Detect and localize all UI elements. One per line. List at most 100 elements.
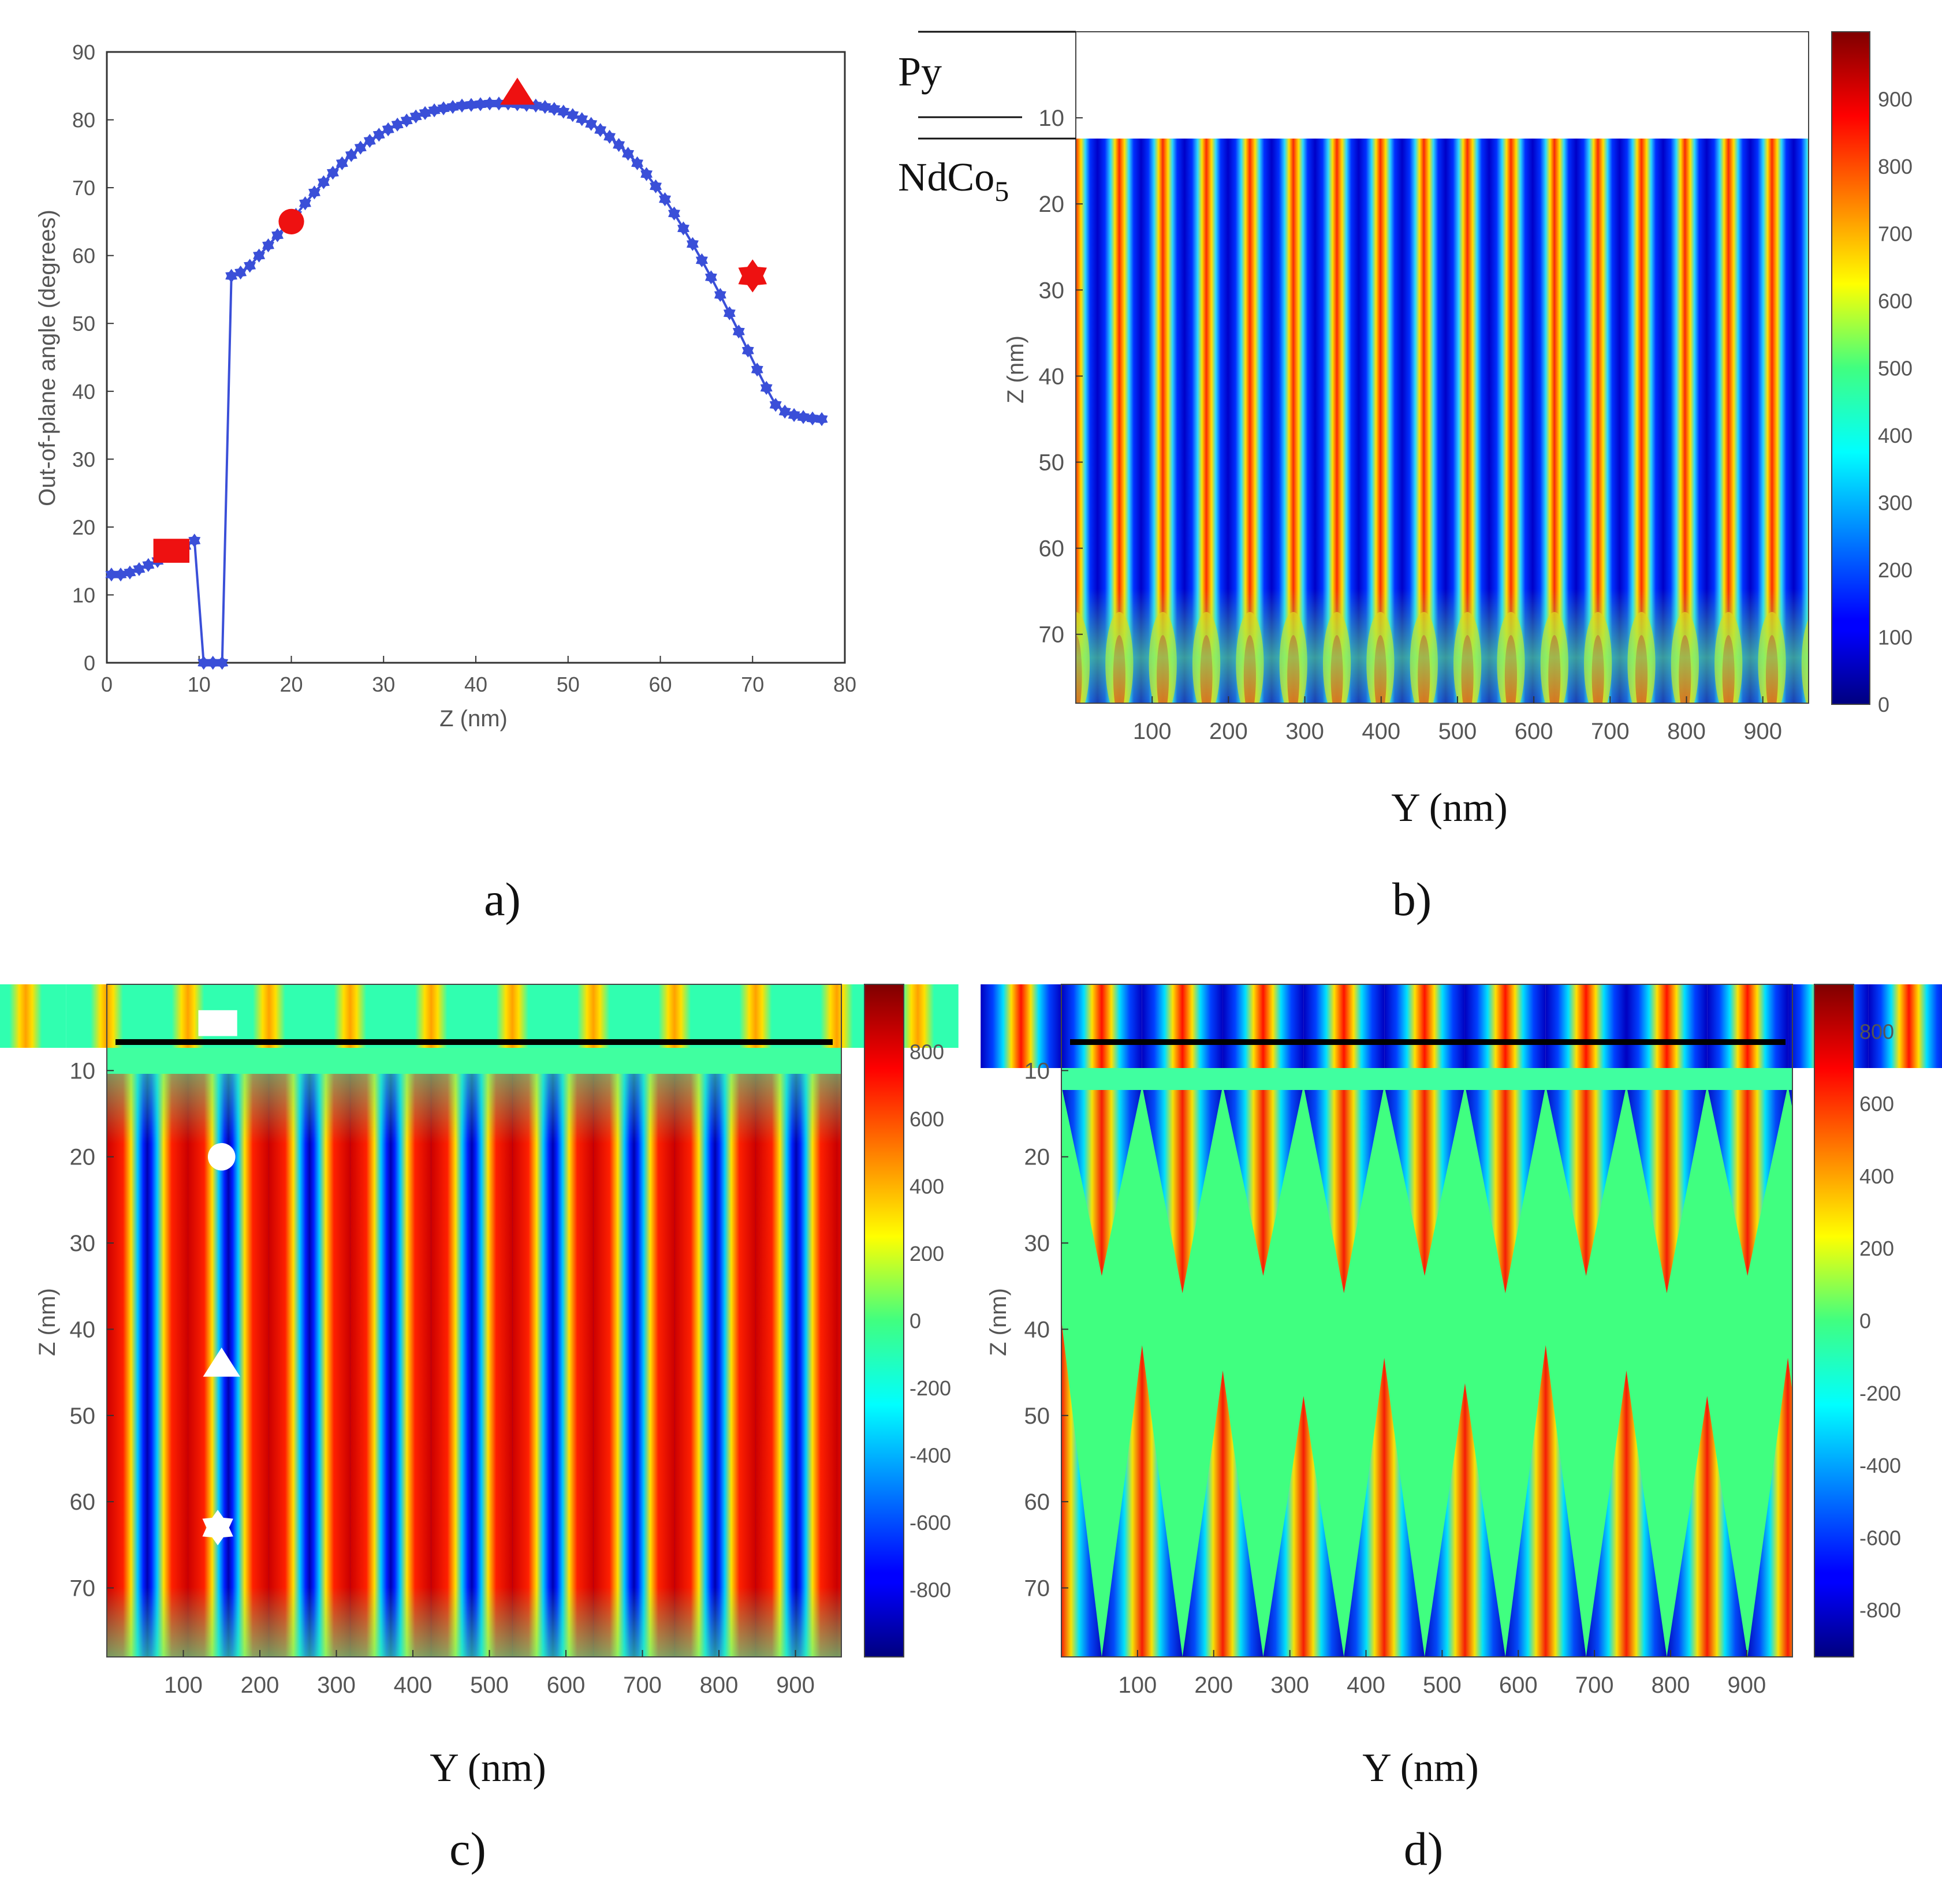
panel-a-data-point [465, 98, 478, 112]
panel-d-heatmap [1061, 1074, 1942, 1657]
panel-b-py-stripe [1522, 32, 1544, 117]
panel-a-ytick-label: 50 [72, 312, 95, 335]
heatmap-ytick-label: 30 [70, 1231, 96, 1256]
panel-a-data-point [253, 248, 266, 263]
panel-b-py-stripe [1370, 32, 1392, 117]
panel-a-data-point [548, 102, 561, 116]
panel-a-data-point [732, 324, 745, 339]
panel-a-ytick-label: 60 [72, 244, 95, 268]
panel-b-ylabel: Z (nm) [1003, 335, 1028, 404]
panel-a-data-point [723, 306, 736, 320]
colorbar-tick-label: 0 [910, 1309, 921, 1333]
panel-a-marker-star [738, 259, 767, 293]
panel-b-py-stripe [1261, 32, 1283, 117]
panel-a-data-point [778, 404, 791, 419]
heatmap-xtick-label: 800 [1652, 1672, 1690, 1698]
panel-d-py-stripe [1303, 984, 1385, 1068]
panel-c-py-stripe [633, 984, 715, 1048]
heatmap-xtick-label: 900 [1728, 1672, 1766, 1698]
panel-a-data-point [539, 100, 551, 114]
panel-a-data-point [244, 259, 256, 273]
heatmap-ytick-label: 20 [1039, 192, 1065, 217]
panel-b-py-stripe [1391, 32, 1413, 117]
panel-a-xtick-label: 0 [101, 673, 113, 696]
panel-a-xtick-label: 70 [741, 673, 764, 696]
panel-a-data-point [216, 655, 229, 670]
colorbar-tick-label: 400 [910, 1175, 944, 1199]
heatmap-ytick-label: 50 [1024, 1403, 1050, 1429]
panel-b-py-stripe [1652, 32, 1674, 117]
heatmap-ytick-label: 40 [1024, 1317, 1050, 1342]
panel-c-caption: c) [449, 1823, 486, 1875]
panel-a-xtick-label: 80 [833, 673, 856, 696]
heatmap-ytick-label: 50 [70, 1403, 96, 1429]
panel-d-interface-band [1061, 1068, 1792, 1090]
colorbar-tick-label: 900 [1878, 88, 1913, 111]
panel-a-ytick-label: 90 [72, 40, 95, 64]
panel-b-py-stripe [1152, 32, 1174, 117]
panel-a-data-point [566, 108, 579, 122]
panel-d-lower-spike [1667, 1396, 1748, 1657]
heatmap-xtick-label: 700 [623, 1672, 662, 1698]
panel-a-data-point [363, 133, 376, 148]
colorbar-tick-label: -200 [1859, 1382, 1901, 1405]
panel-a-data-point [806, 411, 819, 425]
panel-d-upper-spike [1545, 1085, 1627, 1276]
panel-a-data-point [382, 122, 394, 137]
panel-d-colorbar-ticks: -800 -600 -400 -200 0 200 400 600 800 [1859, 1020, 1901, 1622]
panel-a-data-point [769, 398, 782, 412]
colorbar-tick-label: 200 [1859, 1237, 1894, 1260]
panel-d-lower-spike [1586, 1371, 1667, 1657]
colorbar-tick-label: -600 [1859, 1526, 1901, 1550]
panel-d-py-stripe [1707, 984, 1788, 1068]
panel-a-data-point [142, 558, 155, 572]
panel-d-py-layer [981, 984, 1942, 1068]
panel-b-py-stripe [1761, 32, 1783, 117]
panel-d-lower-spike [1182, 1371, 1263, 1657]
panel-c-ylabel: Z (nm) [35, 1288, 60, 1356]
panel-b-py-stripe [1544, 32, 1565, 117]
panel-b-py-stripe [1783, 32, 1805, 117]
panel-c-colorbar [864, 984, 904, 1657]
heatmap-ytick-label: 60 [1024, 1489, 1050, 1515]
panel-a-data-point [668, 206, 680, 221]
panel-a-xtick-label: 60 [648, 673, 672, 696]
panel-a-ylabel: Out-of-plane angle (degrees) [35, 210, 60, 506]
colorbar-tick-label: -600 [910, 1511, 951, 1535]
panel-d-upper-spike [1222, 1085, 1304, 1276]
panel-a-xtick-label: 30 [372, 673, 395, 696]
panel-a-data-point [788, 408, 800, 422]
heatmap-xtick-label: 700 [1575, 1672, 1614, 1698]
panel-a-caption: a) [484, 873, 521, 925]
panel-a-data-point [419, 106, 431, 120]
panel-a-data-point [437, 101, 450, 115]
panel-b-py-stripe [1326, 32, 1348, 117]
heatmap-ytick-label: 30 [1039, 278, 1065, 303]
panel-a-ytick-label: 40 [72, 380, 95, 404]
panel-a-xlabel: Z (nm) [439, 706, 508, 731]
panel-d-lower-spike [1263, 1396, 1344, 1657]
colorbar-tick-label: 100 [1878, 626, 1913, 649]
panel-a-data-point [299, 196, 311, 211]
panel-b-py-stripe [1087, 32, 1109, 117]
panel-c-py-stripe [472, 984, 553, 1048]
panel-a-data-point [695, 253, 708, 267]
panel-d-lower-spike [1909, 1345, 1942, 1657]
colorbar-tick-label: -400 [910, 1444, 951, 1468]
panel-a: 0 10 20 30 40 50 60 70 80 0 10 20 30 40 50 60 70 80 90 Z (… [35, 40, 856, 925]
panel-a-data-point [474, 97, 487, 111]
panel-d-upper-spike [1707, 1085, 1788, 1276]
panel-b-py-stripe [1195, 32, 1217, 117]
heatmap-ytick-label: 70 [1024, 1576, 1050, 1601]
colorbar-tick-label: 600 [910, 1107, 944, 1131]
heatmap-xtick-label: 900 [776, 1672, 815, 1698]
panel-b-py-stripe [1239, 32, 1261, 117]
heatmap-xtick-label: 600 [547, 1672, 586, 1698]
colorbar-tick-label: -800 [1859, 1599, 1901, 1622]
heatmap-xtick-label: 200 [1194, 1672, 1233, 1698]
panel-d-lower-spike [1505, 1345, 1586, 1657]
panel-a-data-point [234, 266, 247, 280]
panel-a-data-point [493, 96, 505, 111]
heatmap-ytick-label: 60 [1039, 536, 1065, 562]
